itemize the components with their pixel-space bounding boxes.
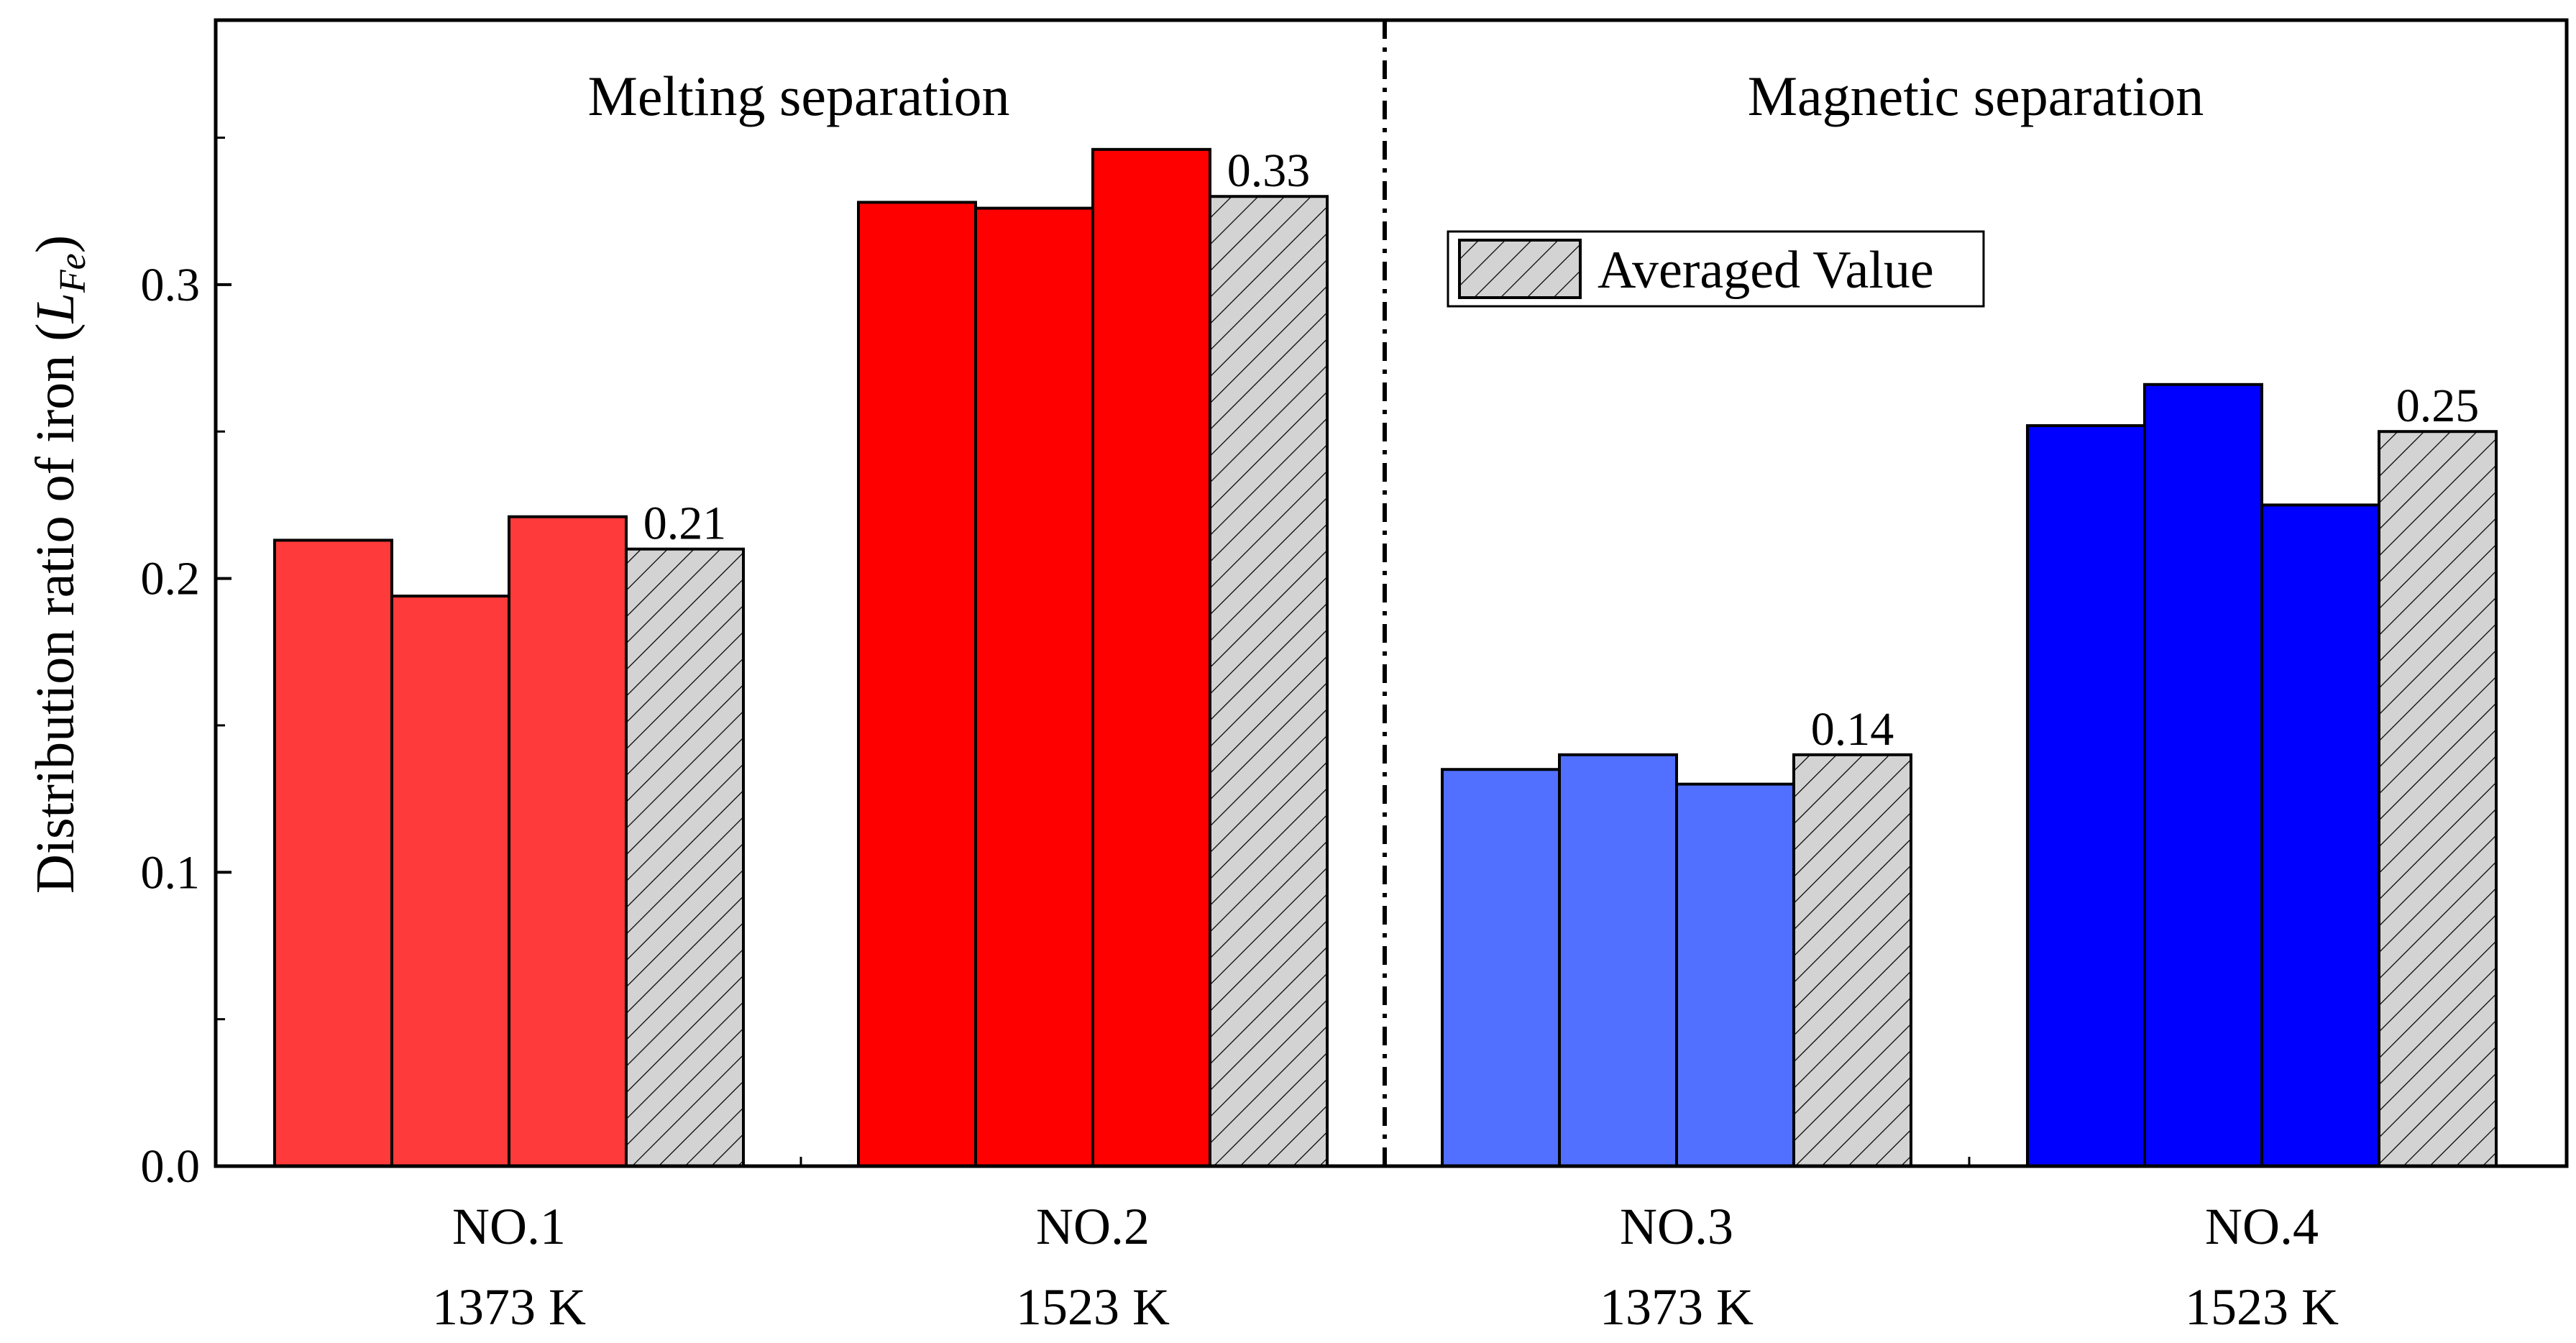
bar-no2-sample-2 (974, 206, 1094, 1168)
bar-no1-sample-3 (508, 515, 628, 1168)
category-labels-layer: NO.1 1373 K NO.2 1523 K NO.3 1373 K NO.4 1523 K (432, 1198, 2339, 1336)
bar-no2-average (1209, 195, 1329, 1168)
bar-no1-sample-2 (390, 595, 510, 1168)
bar-no3-average (1792, 753, 1912, 1168)
bar-no3-sample-3 (1675, 782, 1795, 1168)
category-temperature-no1: 1373 K (432, 1278, 586, 1336)
bar-no2-sample-3 (1091, 147, 1211, 1168)
category-temperature-no2: 1523 K (1016, 1278, 1170, 1336)
axes-layer (214, 18, 2569, 1168)
legend: Averaged Value (1447, 230, 1985, 308)
ticks-layer: 0.0 0.1 0.2 0.3 (141, 136, 2263, 1193)
section-title-melting: Melting separation (587, 65, 1009, 127)
legend-swatch (1458, 239, 1582, 299)
y-axis-title: Distribution ratio of iron (LFe) (25, 235, 93, 894)
data-label-no3: 0.14 (1811, 703, 1894, 756)
y-tick-label: 0.1 (141, 846, 201, 899)
section-titles-layer: Melting separation Magnetic separation (587, 65, 2204, 127)
bar-no4-sample-1 (2026, 424, 2146, 1168)
bar-no2-sample-1 (857, 201, 977, 1168)
data-label-no1: 0.21 (643, 498, 727, 550)
category-temperature-no3: 1373 K (1600, 1278, 1754, 1336)
y-tick-label: 0.0 (141, 1140, 201, 1193)
category-label-no2: NO.2 (1036, 1198, 1150, 1255)
category-temperature-no4: 1523 K (2185, 1278, 2339, 1336)
legend-label: Averaged Value (1598, 241, 1934, 300)
category-label-no4: NO.4 (2205, 1198, 2319, 1255)
bars-layer (273, 147, 2498, 1168)
value-labels-layer: 0.21 0.33 0.14 0.25 (643, 145, 2480, 756)
bar-no4-average (2378, 430, 2498, 1168)
bar-no4-sample-2 (2143, 382, 2263, 1168)
data-label-no2: 0.33 (1227, 145, 1311, 197)
bar-no3-sample-2 (1558, 753, 1678, 1168)
category-label-no3: NO.3 (1620, 1198, 1733, 1255)
y-tick-label: 0.2 (141, 553, 201, 605)
bar-no1-average (625, 547, 745, 1168)
bar-no3-sample-1 (1441, 768, 1561, 1168)
plot-frame (214, 18, 2569, 1168)
data-label-no4: 0.25 (2396, 380, 2480, 432)
bar-no1-sample-1 (273, 538, 393, 1168)
category-label-no1: NO.1 (452, 1198, 566, 1255)
section-title-magnetic: Magnetic separation (1748, 65, 2204, 127)
y-tick-label: 0.3 (141, 259, 201, 311)
bar-no4-sample-3 (2260, 503, 2380, 1168)
